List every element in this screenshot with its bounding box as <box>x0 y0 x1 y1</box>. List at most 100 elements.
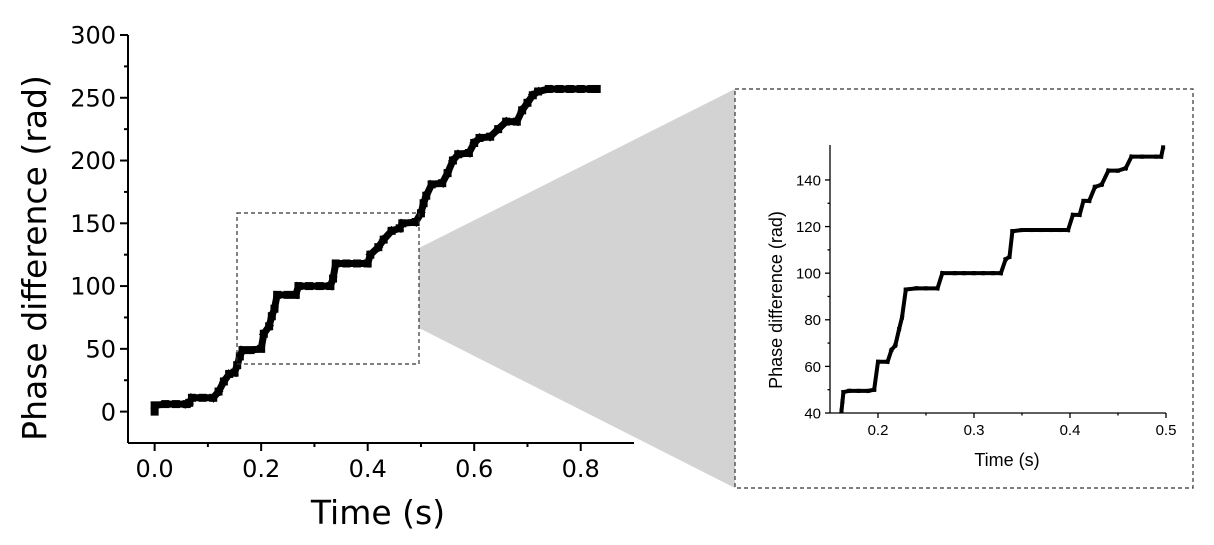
main-y-ticks: 0 50 100 150 200 250 300 <box>70 22 128 426</box>
inset-data-point <box>1087 198 1092 203</box>
main-data-point <box>419 199 428 208</box>
main-y-tick-label: 150 <box>70 210 116 238</box>
inset-y-axis-title: Phase difference (rad) <box>766 211 786 389</box>
inset-data-point <box>1106 168 1111 173</box>
main-data-point <box>544 84 553 93</box>
inset-data-point <box>1116 168 1120 173</box>
inset-data-point <box>1159 154 1164 159</box>
main-data-point <box>395 224 404 233</box>
inset-data-point <box>1099 182 1104 187</box>
main-data-point <box>443 169 452 178</box>
inset-trace-segment <box>892 326 902 348</box>
inset-data-points <box>839 144 1166 413</box>
inset-data-point <box>1154 154 1159 159</box>
main-data-point <box>512 117 521 126</box>
inset-data-point <box>900 315 904 320</box>
inset-data-point <box>1048 228 1053 233</box>
main-data-point <box>185 398 194 407</box>
inset-data-point <box>1029 228 1034 233</box>
inset-data-point <box>935 286 940 291</box>
inset-data-point <box>962 271 967 276</box>
main-x-tick-label: 0.8 <box>562 455 600 483</box>
inset-data-point <box>1161 145 1166 150</box>
inset-data-point <box>1070 212 1075 217</box>
main-data-point <box>291 290 300 299</box>
inset-data-point <box>847 388 852 393</box>
main-data-point <box>214 387 223 396</box>
inset-y-tick-label: 40 <box>804 405 821 422</box>
main-data-point <box>566 84 575 93</box>
main-data-point <box>329 274 338 283</box>
inset-x-axis-title: Time (s) <box>974 450 1039 470</box>
inset-data-point <box>1129 154 1134 159</box>
inset-data-point <box>924 286 928 291</box>
main-data-point <box>265 322 274 331</box>
inset-data-point <box>839 408 844 413</box>
main-data-point <box>470 138 479 147</box>
inset-data-point <box>903 287 908 292</box>
inset-data-point <box>940 271 945 276</box>
inset-data-point <box>981 271 986 276</box>
inset-data-point <box>1081 198 1086 203</box>
main-data-point <box>534 87 543 96</box>
inset-y-tick-label: 100 <box>796 266 821 283</box>
main-data-point <box>283 290 292 299</box>
inset-data-point <box>998 271 1003 276</box>
inset-chart: 40 60 80 100 120 140 0.2 0.3 0.4 0.5 Time (s) Ph… <box>734 88 1194 489</box>
main-x-axis-title: Time (s) <box>310 493 445 532</box>
inset-x-ticks: 0.2 0.3 0.4 0.5 <box>868 413 1177 439</box>
main-data-point <box>366 250 375 259</box>
main-data-point <box>230 368 239 377</box>
main-data-point <box>427 180 436 189</box>
main-data-point <box>502 117 511 126</box>
main-data-point <box>238 346 247 355</box>
main-data-point <box>398 219 407 228</box>
inset-data-point <box>1077 212 1082 217</box>
main-data-point <box>592 84 601 93</box>
main-x-tick-label: 0.0 <box>136 455 174 483</box>
main-data-point <box>257 344 266 353</box>
inset-data-point <box>1058 228 1063 233</box>
main-data-point <box>374 243 383 252</box>
main-data-points <box>150 84 601 416</box>
main-data-point <box>233 361 242 370</box>
main-x-tick-label: 0.4 <box>349 455 387 483</box>
main-data-point <box>150 401 159 410</box>
inset-data-point <box>897 327 902 332</box>
inset-x-tick-label: 0.5 <box>1156 422 1177 439</box>
inset-data-point <box>1003 257 1008 262</box>
main-data-point <box>387 226 396 235</box>
inset-data-point <box>1066 228 1071 233</box>
main-data-point <box>342 259 351 268</box>
main-y-tick-label: 50 <box>85 335 116 363</box>
main-data-point <box>464 149 473 158</box>
inset-trace-segment <box>1077 198 1086 218</box>
inset-data-point <box>840 399 845 404</box>
main-data-point <box>331 259 340 268</box>
main-data-point <box>235 352 244 361</box>
main-data-point <box>486 132 495 141</box>
inset-trace-segment <box>1065 212 1076 233</box>
inset-data-point <box>893 343 898 348</box>
inset-trace-segment <box>935 270 945 291</box>
main-data-point <box>209 393 218 402</box>
inset-data-point <box>952 271 957 276</box>
inset-data-point <box>1140 154 1144 159</box>
inset-trace-segment <box>899 287 909 320</box>
inset-y-tick-label: 80 <box>804 312 821 329</box>
main-data-point <box>353 259 362 268</box>
inset-data-point <box>876 359 880 364</box>
main-data-point <box>150 407 159 416</box>
main-data-point <box>363 259 372 268</box>
inset-trace-segment <box>1007 229 1015 260</box>
main-data-point <box>294 282 303 291</box>
main-data-point <box>475 133 484 142</box>
inset-data-point <box>1039 228 1044 233</box>
zoom-selection-box <box>236 212 420 365</box>
inset-y-tick-label: 140 <box>796 172 821 189</box>
main-x-ticks: 0.0 0.2 0.4 0.6 0.8 <box>136 443 600 483</box>
inset-data-point <box>1010 229 1015 234</box>
main-data-point <box>422 191 431 200</box>
main-data-point <box>305 282 314 291</box>
